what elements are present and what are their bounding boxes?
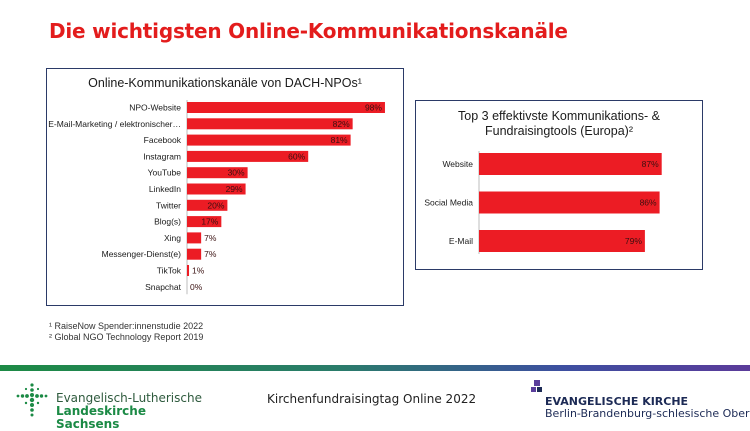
value-label: 82% xyxy=(333,119,350,129)
chart-title-line1: Top 3 effektivste Kommunikations- & xyxy=(458,109,660,123)
cross-logo-icon xyxy=(16,383,48,417)
chart-title: Top 3 effektivste Kommunikations- & Fund… xyxy=(416,109,702,139)
value-label: 1% xyxy=(192,266,205,276)
bar xyxy=(187,248,202,260)
bar xyxy=(479,153,662,175)
bar xyxy=(187,183,246,195)
value-label: 29% xyxy=(226,184,243,194)
category-label: NPO-Website xyxy=(129,103,181,113)
chart-dach-npos: NPO-Website 98% E-Mail-Marketing / elektro… xyxy=(48,100,385,295)
category-label: TikTok xyxy=(157,266,182,276)
chart-top3: Website 87% Social Media 86% E-Mail 79% xyxy=(424,151,662,254)
bar xyxy=(187,232,202,244)
logo-ekbo: EVANGELISCHE KIRCHE Berlin-Brandenburg-s… xyxy=(531,380,750,420)
category-label: Facebook xyxy=(144,135,182,145)
logo-evlks: Evangelisch-Lutherische Landeskirche Sac… xyxy=(12,379,202,431)
value-label: 17% xyxy=(201,217,218,227)
logo-evlks-line1: Evangelisch-Lutherische xyxy=(56,391,202,405)
category-label: LinkedIn xyxy=(149,184,181,194)
category-label: Messenger-Dienst(e) xyxy=(102,249,182,259)
logo-evlks-line2: Landeskirche Sachsens xyxy=(56,404,146,431)
chart-title-line2: Fundraisingtools (Europa)² xyxy=(485,124,633,138)
chart-title: Online-Kommunikationskanäle von DACH-NPO… xyxy=(88,76,362,90)
footnotes: ¹ RaiseNow Spender:innenstudie 2022 ² Gl… xyxy=(49,321,203,343)
value-label: 20% xyxy=(207,200,224,210)
category-label: YouTube xyxy=(148,168,182,178)
bar xyxy=(479,191,660,214)
value-label: 60% xyxy=(288,151,305,161)
category-label: Twitter xyxy=(156,200,181,210)
bar xyxy=(187,216,222,228)
value-label: 98% xyxy=(365,103,382,113)
chart-panel-dach-npos: Online-Kommunikationskanäle von DACH-NPO… xyxy=(46,68,404,306)
value-label: 7% xyxy=(204,233,217,243)
value-label: 0% xyxy=(190,282,203,292)
footer: Evangelisch-Lutherische Landeskirche Sac… xyxy=(0,372,750,431)
bar xyxy=(187,167,248,179)
bar xyxy=(187,134,351,146)
logo-ekbo-line1: EVANGELISCHE KIRCHE xyxy=(545,395,689,408)
category-label: Instagram xyxy=(143,151,181,161)
bar xyxy=(187,199,228,211)
bar xyxy=(187,102,385,113)
logo-ekbo-line2: Berlin-Brandenburg-schlesische Oberlausi… xyxy=(545,407,750,420)
bar xyxy=(479,230,645,252)
slide-title: Die wichtigsten Online-Kommunikationskan… xyxy=(49,19,568,43)
category-label: Website xyxy=(442,159,473,169)
category-label: E-Mail-Marketing / elektronischer… xyxy=(48,119,181,129)
footer-event-title: Kirchenfundraisingtag Online 2022 xyxy=(267,392,477,406)
footer-stripe xyxy=(0,365,750,371)
logo-evlks-text: Evangelisch-Lutherische Landeskirche Sac… xyxy=(56,392,202,431)
value-label: 81% xyxy=(331,135,348,145)
bar xyxy=(187,265,190,276)
logo-ekbo-text: EVANGELISCHE KIRCHE Berlin-Brandenburg-s… xyxy=(545,396,750,420)
value-label: 30% xyxy=(228,168,245,178)
bar xyxy=(187,118,353,130)
category-label: Xing xyxy=(164,233,181,243)
category-label: Blog(s) xyxy=(154,217,181,227)
value-label: 7% xyxy=(204,249,217,259)
category-label: E-Mail xyxy=(449,236,473,246)
footnote-1: ¹ RaiseNow Spender:innenstudie 2022 xyxy=(49,321,204,331)
category-label: Snapchat xyxy=(145,282,182,292)
category-label: Social Media xyxy=(424,198,473,208)
value-label: 87% xyxy=(642,159,659,169)
ekbo-mark-icon xyxy=(531,380,542,392)
chart-panel-top3: Top 3 effektivste Kommunikations- & Fund… xyxy=(415,100,703,270)
value-label: 79% xyxy=(625,236,642,246)
value-label: 86% xyxy=(640,198,657,208)
bar xyxy=(187,150,309,162)
footnote-2: ² Global NGO Technology Report 2019 xyxy=(49,332,204,342)
